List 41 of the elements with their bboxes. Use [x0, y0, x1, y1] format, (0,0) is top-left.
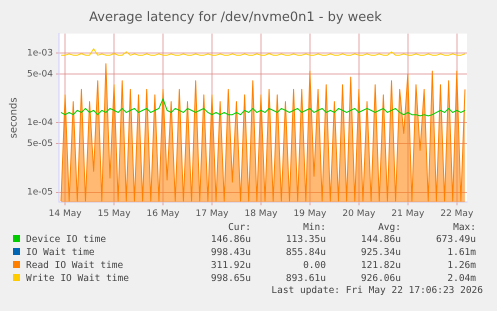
legend-label: Write IO Wait time: [26, 273, 129, 284]
text: 113.35u: [284, 233, 327, 246]
legend-label: IO Wait time: [26, 247, 95, 258]
text: 673.49u: [434, 233, 477, 246]
text: 998.65u: [210, 272, 252, 285]
y-tick-label: 5e-04: [26, 69, 54, 80]
chart-title: Average latency for /dev/nvme0n1 - by week: [89, 10, 382, 26]
legend-label: Read IO Wait time: [26, 260, 124, 271]
text: Cur:: [227, 222, 252, 233]
text: 146.86u: [210, 233, 252, 246]
text: Avg:: [377, 222, 402, 233]
x-tick-label: 18 May: [244, 208, 278, 219]
text: 926.06u: [360, 272, 402, 285]
x-tick-label: 15 May: [98, 208, 132, 219]
x-tick-label: 19 May: [293, 208, 328, 219]
text: 121.82u: [360, 259, 402, 272]
text: 1.61m: [446, 246, 477, 259]
y-tick-label: 1e-04: [26, 118, 54, 128]
text: Last update: Fri May 22 17:06:23 2026: [270, 285, 484, 296]
text: 144.86u: [360, 233, 402, 246]
x-tick-label: 17 May: [196, 208, 230, 219]
x-tick-label: 14 May: [48, 208, 82, 219]
y-axis-title: seconds: [8, 97, 20, 138]
y-tick-label: 1e-03: [26, 48, 53, 58]
y-tick-label: 5e-05: [26, 138, 53, 149]
text: 311.92u: [210, 259, 252, 272]
text: 855.84u: [284, 246, 327, 259]
text: 893.61u: [284, 272, 327, 285]
text: 1.26m: [446, 259, 477, 272]
text: 998.43u: [210, 246, 252, 259]
x-tick-label: 21 May: [391, 208, 425, 219]
text: 0.00: [302, 259, 327, 272]
text: Max:: [452, 222, 477, 233]
legend-label: Device IO time: [26, 234, 106, 245]
x-tick-label: 22 May: [440, 208, 474, 219]
x-tick-label: 16 May: [146, 208, 180, 219]
x-tick-label: 20 May: [342, 208, 376, 219]
text: Min:: [302, 222, 327, 233]
y-tick-label: 1e-05: [26, 188, 53, 198]
text: 925.34u: [360, 246, 402, 259]
text: 2.04m: [446, 272, 477, 285]
